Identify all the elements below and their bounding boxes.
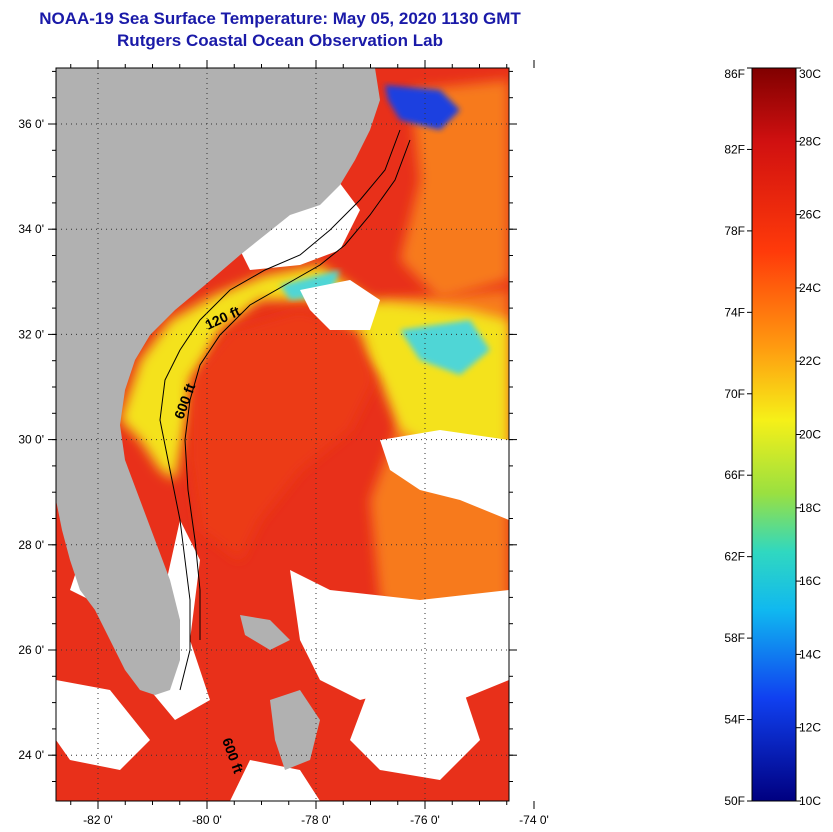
colorbar-c-label: 10C: [799, 794, 821, 808]
map-border: [55, 67, 510, 802]
colorbar-c-label: 20C: [799, 428, 821, 442]
colorbar-f-label: 58F: [724, 631, 745, 645]
colorbar-f-label: 54F: [724, 713, 745, 727]
colorbar: [751, 67, 797, 802]
lon-label: -82 0': [83, 813, 113, 827]
colorbar-c-label: 16C: [799, 574, 821, 588]
lon-label: -78 0': [301, 813, 331, 827]
lat-label: 32 0': [18, 327, 44, 341]
lat-label: 34 0': [18, 222, 44, 236]
colorbar-f-label: 78F: [724, 224, 745, 238]
colorbar-f-label: 82F: [724, 142, 745, 156]
land-us-southeast: [56, 68, 380, 695]
land-bahamas-2: [240, 615, 290, 650]
lat-label: 30 0': [18, 433, 44, 447]
colorbar-c-label: 28C: [799, 134, 821, 148]
colorbar-c-label: 18C: [799, 501, 821, 515]
map-title: NOAA-19 Sea Surface Temperature: May 05,…: [39, 9, 521, 28]
cool-cyan-patch: [400, 320, 490, 375]
map-frame: [56, 68, 509, 801]
colorbar-c-label: 14C: [799, 647, 821, 661]
colorbar-c-label: 12C: [799, 721, 821, 735]
graticule: [56, 68, 509, 801]
colorbar-f-label: 50F: [724, 794, 745, 808]
ocean-orange-north: [400, 80, 509, 300]
colorbar-c-label: 26C: [799, 208, 821, 222]
colorbar-celsius-labels: 30C 28C 26C 24C 22C 20C 18C 16C 14C 12C 10C: [796, 67, 821, 808]
lon-label: -74 0': [519, 813, 549, 827]
colorbar-fahrenheit-labels: 86F 82F 78F 74F 70F 66F 62F 58F 54F 50F: [724, 67, 752, 808]
longitude-labels: -82 0' -80 0' -78 0' -76 0' -74 0': [83, 813, 549, 827]
colorbar-f-label: 74F: [724, 305, 745, 319]
title-block: NOAA-19 Sea Surface Temperature: May 05,…: [0, 8, 560, 52]
isobath-600ft: [184, 139, 411, 640]
colorbar-c-label: 24C: [799, 281, 821, 295]
colorbar-f-label: 86F: [724, 67, 745, 81]
colorbar-f-label: 66F: [724, 468, 745, 482]
map-subtitle: Rutgers Coastal Ocean Observation Lab: [117, 31, 443, 50]
latitude-labels: 36 0' 34 0' 32 0' 30 0' 28 0' 26 0' 24 0': [18, 117, 44, 762]
land-bahamas: [270, 690, 320, 770]
colorbar-f-label: 70F: [724, 387, 745, 401]
lat-label: 26 0': [18, 643, 44, 657]
ocean-red-eddy: [190, 310, 375, 560]
lon-label: -76 0': [410, 813, 440, 827]
isobath-120ft: [159, 129, 401, 691]
colorbar-c-label: 22C: [799, 354, 821, 368]
cool-blue-patch: [385, 85, 460, 130]
lat-label: 36 0': [18, 117, 44, 131]
shelf-yellow-area: [120, 265, 509, 480]
colorbar-f-label: 62F: [724, 550, 745, 564]
colorbar-c-label: 30C: [799, 67, 821, 81]
map-ticks: [48, 60, 535, 809]
lon-label: -80 0': [192, 813, 222, 827]
lat-label: 28 0': [18, 538, 44, 552]
lat-label: 24 0': [18, 748, 44, 762]
